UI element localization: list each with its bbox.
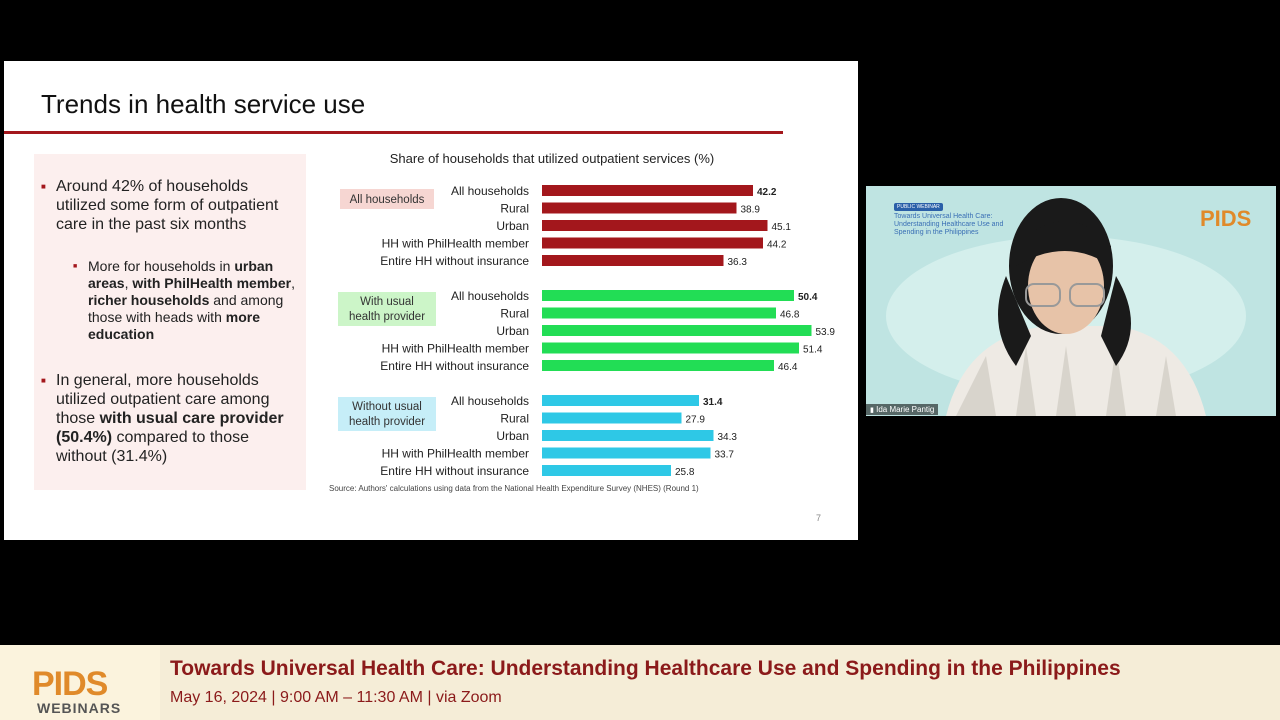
bar: [542, 185, 753, 196]
data-label: 25.8: [675, 467, 695, 478]
data-label: 34.3: [718, 432, 738, 443]
bar: [542, 342, 799, 354]
bar: [542, 395, 699, 406]
category-label: Urban: [496, 324, 529, 338]
data-label: 33.7: [715, 450, 735, 461]
bar: [542, 447, 711, 459]
group-label-bg: [340, 189, 434, 209]
data-label: 36.3: [728, 257, 748, 268]
data-label: 44.2: [767, 240, 787, 251]
signal-icon: ▮: [870, 407, 874, 414]
category-label: All households: [451, 184, 529, 198]
data-label: 50.4: [798, 292, 818, 303]
bar: [542, 237, 763, 249]
data-label: 31.4: [703, 397, 723, 408]
category-label: HH with PhilHealth member: [382, 342, 529, 356]
data-label: 51.4: [803, 345, 823, 356]
speaker-image: [886, 198, 1246, 416]
group-label: health provider: [349, 416, 425, 428]
webinar-banner: PIDS WEBINARS Towards Universal Health C…: [0, 645, 1280, 720]
bar: [542, 255, 724, 266]
category-label: All households: [451, 289, 529, 303]
category-label: Rural: [500, 202, 529, 216]
bullet-2: In general, more households utilized out…: [41, 371, 296, 466]
bar: [542, 220, 768, 231]
bullet-panel: Around 42% of households utilized some f…: [34, 154, 306, 490]
category-label: All households: [451, 394, 529, 408]
title-divider: [4, 131, 783, 134]
group-label-bg: [338, 397, 436, 431]
bar: [542, 412, 682, 424]
bar: [542, 360, 774, 371]
slide-title: Trends in health service use: [41, 89, 366, 119]
group-label: All households: [350, 194, 425, 206]
bar: [542, 325, 812, 336]
data-label: 27.9: [686, 415, 706, 426]
group-label: Without usual: [352, 401, 422, 413]
data-label: 46.4: [778, 362, 798, 373]
data-label: 46.8: [780, 310, 800, 321]
bar: [542, 307, 776, 319]
category-label: HH with PhilHealth member: [382, 237, 529, 251]
category-label: Urban: [496, 219, 529, 233]
category-label: Rural: [500, 307, 529, 321]
data-label: 45.1: [772, 222, 792, 233]
webinar-schedule: May 16, 2024 | 9:00 AM – 11:30 AM | via …: [170, 689, 502, 706]
data-label: 53.9: [816, 327, 836, 338]
background-title: Towards Universal Health Care: Understan…: [894, 213, 1004, 236]
bar: [542, 430, 714, 441]
chart-title: Share of households that utilized outpat…: [389, 151, 715, 166]
presentation-slide: Trends in health service use Around 42% …: [4, 61, 858, 540]
chart-source: Source: Authors' calculations using data…: [329, 484, 699, 493]
logo-subtitle: WEBINARS: [37, 700, 122, 716]
category-label: Rural: [500, 412, 529, 426]
bullet-1: Around 42% of households utilized some f…: [41, 177, 296, 234]
group-label: health provider: [349, 311, 425, 323]
category-label: Entire HH without insurance: [380, 359, 529, 373]
group-label-bg: [338, 292, 436, 326]
pids-logo: PIDS: [32, 665, 108, 703]
bar-chart: All households All households 42.2 Rural 38.…: [338, 184, 836, 478]
participant-name: ▮ Ida Marie Pantig: [866, 404, 939, 415]
bar: [542, 465, 671, 476]
pids-logo-small: PIDS: [1200, 206, 1252, 231]
webinar-tag: PUBLIC WEBINAR: [894, 203, 943, 211]
category-label: Entire HH without insurance: [380, 464, 529, 478]
page-number: 7: [816, 513, 822, 523]
data-label: 42.2: [757, 187, 777, 198]
data-label: 38.9: [741, 205, 761, 216]
logo-area: PIDS WEBINARS: [0, 645, 160, 720]
category-label: Urban: [496, 429, 529, 443]
sub-bullet-1: More for households in urban areas, with…: [73, 258, 298, 343]
speaker-video[interactable]: PUBLIC WEBINAR Towards Universal Health …: [866, 186, 1276, 416]
bar: [542, 202, 737, 214]
category-label: HH with PhilHealth member: [382, 447, 529, 461]
bar: [542, 290, 794, 301]
group-label: With usual: [360, 296, 414, 308]
category-label: Entire HH without insurance: [380, 254, 529, 268]
webinar-title: Towards Universal Health Care: Understan…: [170, 657, 1121, 680]
